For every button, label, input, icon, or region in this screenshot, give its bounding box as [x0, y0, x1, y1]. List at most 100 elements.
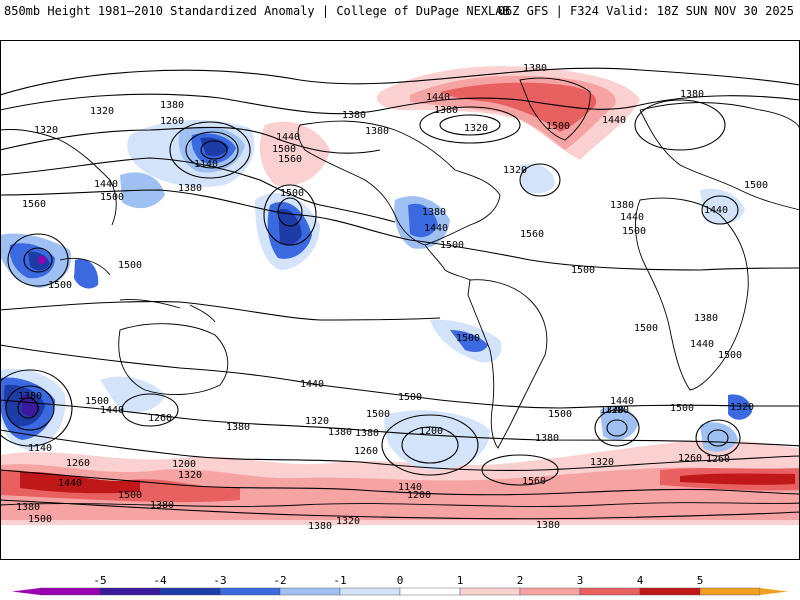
colorbar-tick-label: -1 [333, 574, 346, 587]
colorbar-tick-label: 4 [637, 574, 644, 587]
contour-label: 1440 [620, 212, 644, 223]
contour-label: 1320 [730, 402, 754, 413]
contour-label: 1260 [678, 453, 702, 464]
model-run-info: 06Z GFS | F324 Valid: 18Z SUN NOV 30 202… [497, 4, 794, 18]
colorbar-tick-label: 1 [457, 574, 464, 587]
contour-label: 1440 [100, 405, 124, 416]
contour-label: 1380 [536, 520, 560, 531]
contour-label: 1320 [178, 470, 202, 481]
colorbar-segment [519, 587, 581, 596]
contour-label: 1380 [328, 427, 352, 438]
contour-label: 1440 [94, 179, 118, 190]
contour-label: 1440 [610, 396, 634, 407]
colorbar-max-arrow [760, 588, 788, 595]
colorbar-segment [279, 587, 341, 596]
colorbar-tick-label: -5 [93, 574, 106, 587]
contour-labels: 1380 1320 1380 1260 1380 1440 1500 1560 … [16, 63, 768, 532]
contour-label: 1440 [300, 379, 324, 390]
contour-label: 1500 [622, 226, 646, 237]
height-contours [0, 67, 800, 520]
colorbar-segment [579, 587, 641, 596]
contour-label: 1500 [718, 350, 742, 361]
contour-label: 1440 [704, 205, 728, 216]
contour-label: 1500 [118, 490, 142, 501]
contour-label: 1560 [522, 476, 546, 487]
contour-label: 1500 [28, 514, 52, 525]
colorbar-segment [399, 587, 461, 596]
contour-label: 1200 [419, 426, 443, 437]
contour-label: 1500 [548, 409, 572, 420]
contour-label: 1200 [172, 459, 196, 470]
contour-label: 1320 [464, 123, 488, 134]
contour-label: 1260 [354, 446, 378, 457]
contour-label: 1500 [634, 323, 658, 334]
contour-label: 1140 [194, 159, 218, 170]
contour-label: 1320 [90, 106, 114, 117]
contour-label: 1380 [535, 433, 559, 444]
contour-label: 1380 [355, 428, 379, 439]
colorbar-segment [699, 587, 761, 596]
contour-label: 1500 [670, 403, 694, 414]
colorbar-segment [639, 587, 701, 596]
contour-label: 1500 [85, 396, 109, 407]
contour-label: 1380 [523, 63, 547, 74]
contour-label: 1440 [690, 339, 714, 350]
coastlines [0, 77, 800, 507]
contour-label: 1380 [226, 422, 250, 433]
contour-label: 1380 [610, 200, 634, 211]
contour-label: 1380 [680, 89, 704, 100]
contour-label: 1320 [336, 516, 360, 527]
colorbar: -5 -4 -3 -2 -1 0 1 2 3 4 5 [12, 574, 788, 596]
colorbar-tick-label: 3 [577, 574, 584, 587]
contour-label: 1560 [22, 199, 46, 210]
contour-label: 1320 [305, 416, 329, 427]
contour-label: 1380 [694, 313, 718, 324]
contour-label: 1380 [342, 110, 366, 121]
colorbar-tick-label: -2 [273, 574, 286, 587]
contour-label: 1560 [278, 154, 302, 165]
contour-label: 1140 [398, 482, 422, 493]
colorbar-tick-label: -4 [153, 574, 167, 587]
colorbar-tick-label: 5 [697, 574, 704, 587]
contour-label: 1440 [58, 478, 82, 489]
contour-label: 1440 [276, 132, 300, 143]
contour-label: 1500 [118, 260, 142, 271]
contour-label: 1500 [100, 192, 124, 203]
contour-label: 1440 [424, 223, 448, 234]
contour-label: 1380 [16, 502, 40, 513]
contour-label: 1380 [178, 183, 202, 194]
contour-label: 1260 [160, 116, 184, 127]
colorbar-segment [339, 587, 401, 596]
colorbar-segment [459, 587, 521, 596]
contour-label: 1260 [66, 458, 90, 469]
contour-label: 1500 [398, 392, 422, 403]
contour-label: 1260 [706, 454, 730, 465]
contour-label: 1500 [366, 409, 390, 420]
contour-label: 1500 [571, 265, 595, 276]
contour-label: 1200 [407, 490, 431, 501]
contour-label: 1380 [308, 521, 332, 532]
contour-label: 1380 [18, 391, 42, 402]
contour-label: 1560 [520, 229, 544, 240]
map-title: 850mb Height 1981–2010 Standardized Anom… [4, 4, 510, 18]
colorbar-segment [219, 587, 281, 596]
colorbar-segment [99, 587, 161, 596]
contour-label: 1500 [280, 188, 304, 199]
contour-label: 1320 [34, 125, 58, 136]
contour-label: 1380 [150, 500, 174, 511]
colorbar-segment [39, 587, 101, 596]
contour-label: 1140 [28, 443, 52, 454]
colorbar-min-arrow [12, 588, 40, 595]
colorbar-segment [159, 587, 221, 596]
colorbar-tick-label: 0 [397, 574, 404, 587]
colorbar-tick-label: -3 [213, 574, 226, 587]
contour-label: 1380 [160, 100, 184, 111]
contour-label: 1500 [440, 240, 464, 251]
contour-label: 1440 [602, 115, 626, 126]
contour-label: 1260 [148, 413, 172, 424]
contour-label: 1500 [48, 280, 72, 291]
contour-label: 1380 [605, 405, 629, 416]
contour-label: 1320 [590, 457, 614, 468]
contour-label: 1440 [426, 92, 450, 103]
contour-label: 1500 [456, 333, 480, 344]
